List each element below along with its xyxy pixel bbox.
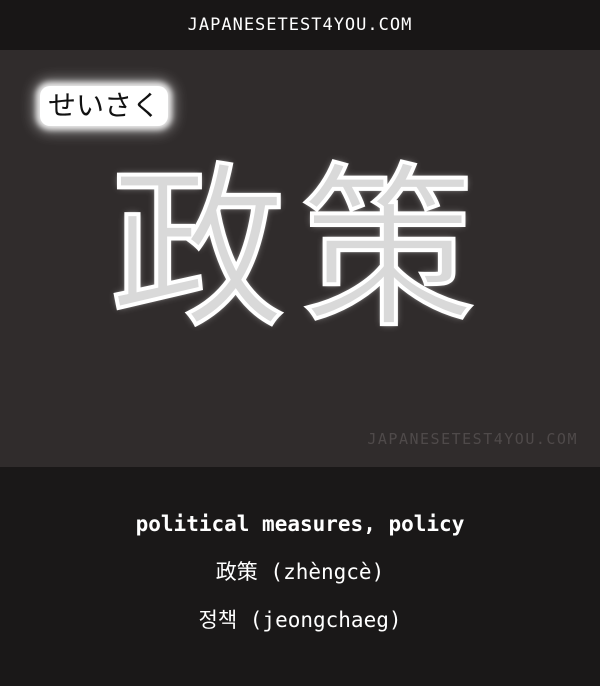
- hiragana-reading: せいさく: [48, 89, 161, 122]
- chinese-meaning: 政策 (zhèngcè): [215, 560, 385, 584]
- vocabulary-card: せいさく 政策 JAPANESETEST4YOU.COM: [0, 50, 600, 467]
- korean-meaning: 정책 (jeongchaeg): [198, 608, 402, 632]
- site-name: JAPANESETEST4YOU.COM: [187, 15, 413, 35]
- top-banner: JAPANESETEST4YOU.COM: [0, 0, 600, 50]
- watermark: JAPANESETEST4YOU.COM: [367, 430, 578, 448]
- meanings-section: political measures, policy 政策 (zhèngcè) …: [0, 500, 600, 644]
- kanji-container: 政策: [0, 147, 600, 352]
- kanji-word: 政策: [108, 147, 490, 352]
- reading-badge: せいさく: [40, 86, 169, 126]
- english-meaning: political measures, policy: [135, 512, 465, 536]
